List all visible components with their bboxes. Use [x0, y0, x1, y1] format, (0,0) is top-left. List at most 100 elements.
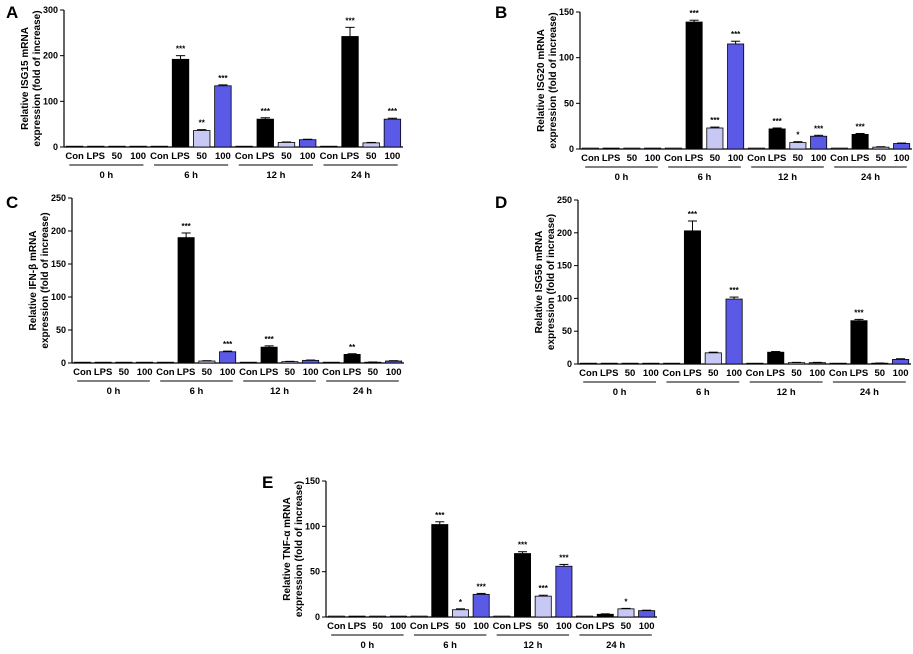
bar-6h-lps: [171, 58, 190, 148]
significance-marker: ***: [218, 74, 228, 83]
category-label: 100: [643, 368, 659, 379]
y-tick-label: 200: [557, 228, 572, 238]
bar-6h-100: [725, 298, 743, 365]
significance-marker: ***: [539, 584, 549, 593]
group-label: 12 h: [266, 170, 285, 181]
category-label: 50: [874, 368, 885, 379]
y-tick-label: 150: [557, 261, 572, 271]
bar-6h-50: [452, 609, 469, 618]
category-label: LPS: [260, 367, 278, 378]
chart-panel-d: D Relative ISG56 mRNA expression (fold of …: [495, 193, 911, 398]
y-tick-label: 0: [53, 142, 58, 152]
category-label: Con: [575, 621, 594, 632]
y-tick-label: 150: [559, 7, 574, 17]
bar-24h-100: [638, 610, 656, 618]
category-label: 100: [130, 151, 146, 162]
category-label: 100: [728, 153, 744, 164]
category-label: 100: [137, 367, 153, 378]
category-label: LPS: [348, 621, 366, 632]
bar-0h-con: [581, 147, 599, 150]
y-axis-label-line2: expression (fold of increase): [548, 12, 559, 148]
category-label: 50: [791, 368, 802, 379]
bar-6h-50: [706, 127, 724, 150]
y-tick-label: 50: [562, 326, 572, 336]
bar-0h-lps: [94, 361, 112, 364]
group-label: 6 h: [696, 387, 710, 398]
category-label: 100: [215, 151, 231, 162]
significance-marker: ***: [559, 553, 569, 562]
bar-12h-con: [493, 615, 511, 618]
bar-12h-50: [281, 361, 299, 364]
category-label: 50: [368, 367, 379, 378]
category-label: LPS: [87, 151, 105, 162]
category-label: 50: [119, 367, 130, 378]
y-tick-label: 100: [43, 96, 58, 106]
category-label: Con: [581, 153, 600, 164]
bar-0h-50: [621, 362, 639, 365]
group-label: 0 h: [107, 386, 121, 397]
bar-12h-100: [302, 359, 320, 364]
bar-0h-lps: [602, 147, 620, 150]
category-label: 50: [621, 621, 632, 632]
y-tick-label: 0: [61, 358, 66, 368]
group-label: 12 h: [777, 387, 796, 398]
group-label: 24 h: [606, 640, 625, 651]
bar-24h-lps: [851, 133, 869, 150]
bar-6h-con: [410, 615, 428, 618]
y-tick-label: 50: [310, 567, 320, 577]
bar-12h-con: [239, 361, 257, 364]
category-label: 50: [710, 153, 721, 164]
category-label: 50: [793, 153, 804, 164]
bar-6h-50: [198, 360, 216, 364]
category-label: 50: [112, 151, 123, 162]
group-label: 24 h: [861, 172, 880, 183]
bar-24h-50: [617, 608, 635, 618]
category-label: LPS: [341, 151, 359, 162]
category-label: Con: [322, 367, 341, 378]
y-tick-label: 100: [557, 293, 572, 303]
category-label: LPS: [513, 621, 531, 632]
bar-0h-100: [129, 145, 147, 148]
category-label: Con: [579, 368, 598, 379]
bar-6h-lps: [685, 21, 703, 150]
y-tick-label: 300: [43, 5, 58, 15]
bar-12h-con: [747, 147, 765, 150]
category-label: LPS: [683, 368, 701, 379]
significance-marker: ***: [731, 30, 741, 39]
category-label: Con: [235, 151, 254, 162]
bar-0h-50: [369, 615, 387, 618]
significance-marker: ***: [689, 9, 699, 18]
bar-6h-lps: [177, 237, 195, 364]
significance-marker: ***: [388, 107, 398, 116]
category-label: Con: [747, 153, 766, 164]
bar-6h-100: [214, 85, 232, 148]
category-label: 100: [473, 621, 489, 632]
bar-24h-lps: [596, 613, 614, 618]
category-label: 100: [220, 367, 236, 378]
bar-12h-con: [746, 362, 764, 365]
bar-0h-con: [73, 361, 91, 364]
group-label: 12 h: [778, 172, 797, 183]
y-tick-label: 50: [56, 325, 66, 335]
panel-letter: D: [495, 193, 507, 212]
bar-24h-con: [320, 145, 338, 148]
bar-24h-lps: [343, 354, 361, 364]
significance-marker: **: [199, 119, 206, 128]
category-label: 100: [639, 621, 655, 632]
significance-marker: ***: [854, 308, 864, 317]
y-tick-label: 150: [305, 476, 320, 486]
significance-marker: ***: [476, 582, 486, 591]
category-label: 100: [386, 367, 402, 378]
group-label: 24 h: [351, 170, 370, 181]
bar-6h-50: [704, 352, 722, 365]
bar-6h-100: [219, 351, 237, 364]
bar-12h-lps: [514, 553, 531, 618]
bar-24h-lps: [850, 320, 868, 365]
category-label: 50: [202, 367, 213, 378]
y-tick-label: 0: [569, 144, 574, 154]
y-axis-label-line2: expression (fold of increase): [294, 481, 305, 617]
category-label: 50: [285, 367, 296, 378]
bar-24h-con: [322, 361, 340, 364]
category-label: LPS: [850, 368, 868, 379]
y-axis-label-line1: Relative ISG56 mRNA: [534, 231, 545, 334]
